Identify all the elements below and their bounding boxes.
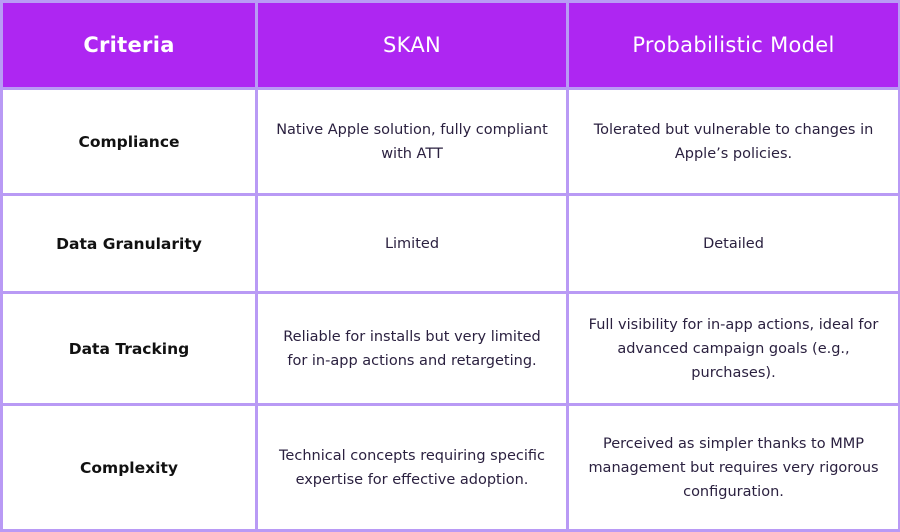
header-skan: SKAN [258,3,566,87]
cell-granularity-skan: Limited [258,196,566,291]
cell-complexity-skan: Technical concepts requiring specific ex… [258,406,566,529]
header-criteria: Criteria [3,3,255,87]
cell-compliance-probabilistic: Tolerated but vulnerable to changes in A… [569,90,898,193]
cell-tracking-probabilistic: Full visibility for in-app actions, idea… [569,294,898,403]
cell-granularity-probabilistic: Detailed [569,196,898,291]
cell-compliance-skan: Native Apple solution, fully compliant w… [258,90,566,193]
cell-tracking-skan: Reliable for installs but very limited f… [258,294,566,403]
header-probabilistic-model: Probabilistic Model [569,3,898,87]
cell-complexity-probabilistic: Perceived as simpler thanks to MMP manag… [569,406,898,529]
row-label-complexity: Complexity [3,406,255,529]
row-label-data-granularity: Data Granularity [3,196,255,291]
row-label-compliance: Compliance [3,90,255,193]
row-label-data-tracking: Data Tracking [3,294,255,403]
